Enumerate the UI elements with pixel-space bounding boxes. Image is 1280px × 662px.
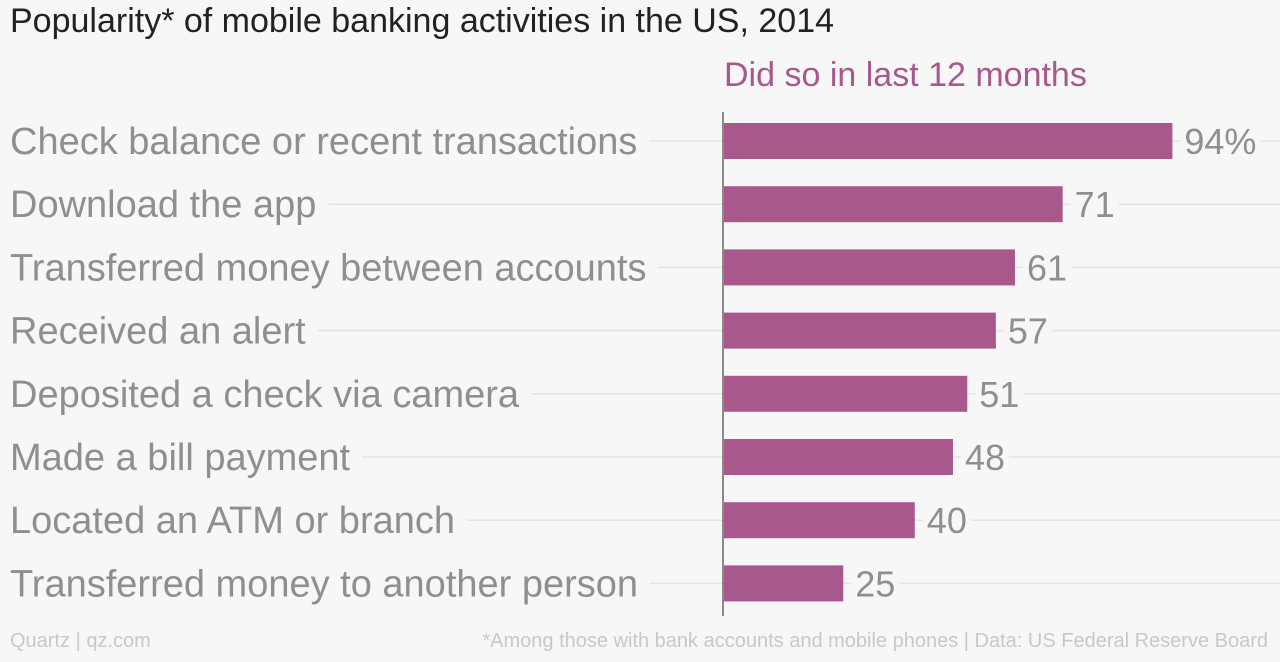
label-mask [0, 137, 650, 145]
value-label: 94% [1184, 121, 1256, 162]
label-mask [0, 453, 363, 461]
label-mask [960, 453, 1010, 461]
label-mask [1003, 326, 1052, 335]
category-label: Made a bill payment [10, 437, 351, 479]
label-mask [1070, 200, 1119, 209]
bar [724, 123, 1173, 159]
value-label: 48 [965, 437, 1005, 478]
category-label: Deposited a check via camera [10, 374, 520, 416]
chart-title: Popularity* of mobile banking activities… [10, 2, 835, 40]
label-mask [0, 579, 651, 588]
value-label: 71 [1075, 184, 1115, 225]
bar [724, 375, 968, 412]
label-mask [0, 326, 319, 335]
footer-source: Quartz | qz.com [10, 630, 151, 652]
value-label: 57 [1008, 311, 1048, 352]
label-mask [0, 516, 467, 525]
category-label: Transferred money to another person [10, 563, 638, 605]
label-mask [851, 579, 900, 588]
category-label: Received an alert [10, 311, 306, 353]
label-mask [0, 200, 329, 209]
value-label: 51 [979, 374, 1019, 415]
category-label: Located an ATM or branch [10, 500, 455, 542]
label-mask [1022, 263, 1072, 272]
bar [724, 186, 1063, 223]
series-label: Did so in last 12 months [724, 56, 1087, 94]
label-mask [0, 389, 532, 398]
category-label: Check balance or recent transactions [10, 121, 637, 163]
label-mask [1180, 137, 1261, 145]
value-label: 25 [855, 563, 895, 604]
value-label: 61 [1027, 247, 1067, 288]
bar [724, 439, 953, 475]
label-mask [975, 389, 1024, 398]
label-mask [922, 516, 971, 525]
value-label: 40 [927, 500, 967, 541]
category-label: Transferred money between accounts [10, 247, 646, 289]
footer-note: *Among those with bank accounts and mobi… [482, 630, 1268, 652]
bar [724, 312, 996, 349]
bar [724, 249, 1015, 286]
bar [724, 502, 915, 539]
bar [724, 565, 844, 602]
label-mask [0, 263, 659, 272]
category-label: Download the app [10, 184, 316, 226]
